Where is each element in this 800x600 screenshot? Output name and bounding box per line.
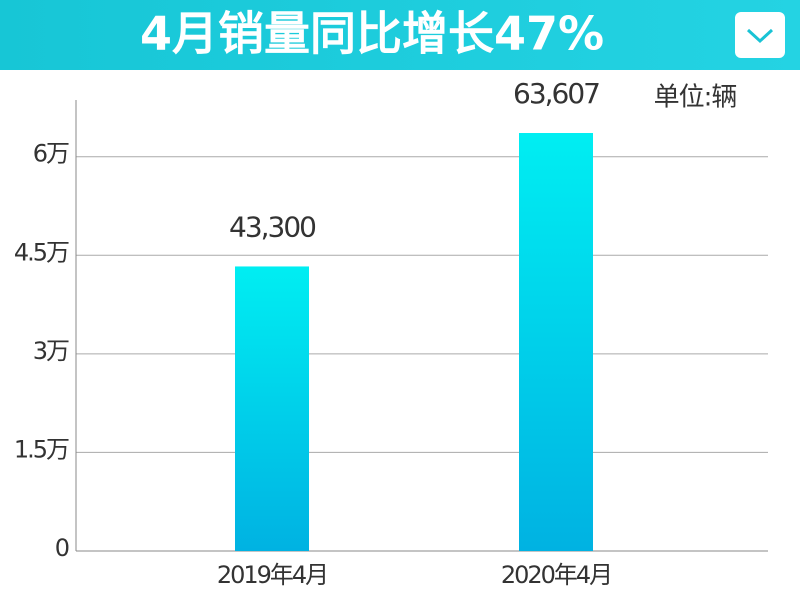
value-label: 43,300 [229,210,315,243]
value-label: 63,607 [513,77,599,110]
bar [235,266,309,551]
x-tick-label: 2019年4月 [217,561,327,589]
bar [519,133,593,551]
unit-label: 单位:辆 [654,83,737,113]
chart-title: 4月销量同比增长47% [140,7,604,61]
y-tick-label: 1.5万 [14,435,69,463]
chevron-icon[interactable] [746,28,774,44]
dropdown-button[interactable] [735,12,785,58]
x-tick-label: 2020年4月 [501,561,611,589]
y-tick-label: 0 [55,534,69,562]
y-tick-label: 4.5万 [14,238,69,266]
y-tick-label: 6万 [33,140,69,168]
y-tick-label: 3万 [33,337,69,365]
header-bar [0,0,800,70]
dropdown-box[interactable] [735,12,785,58]
